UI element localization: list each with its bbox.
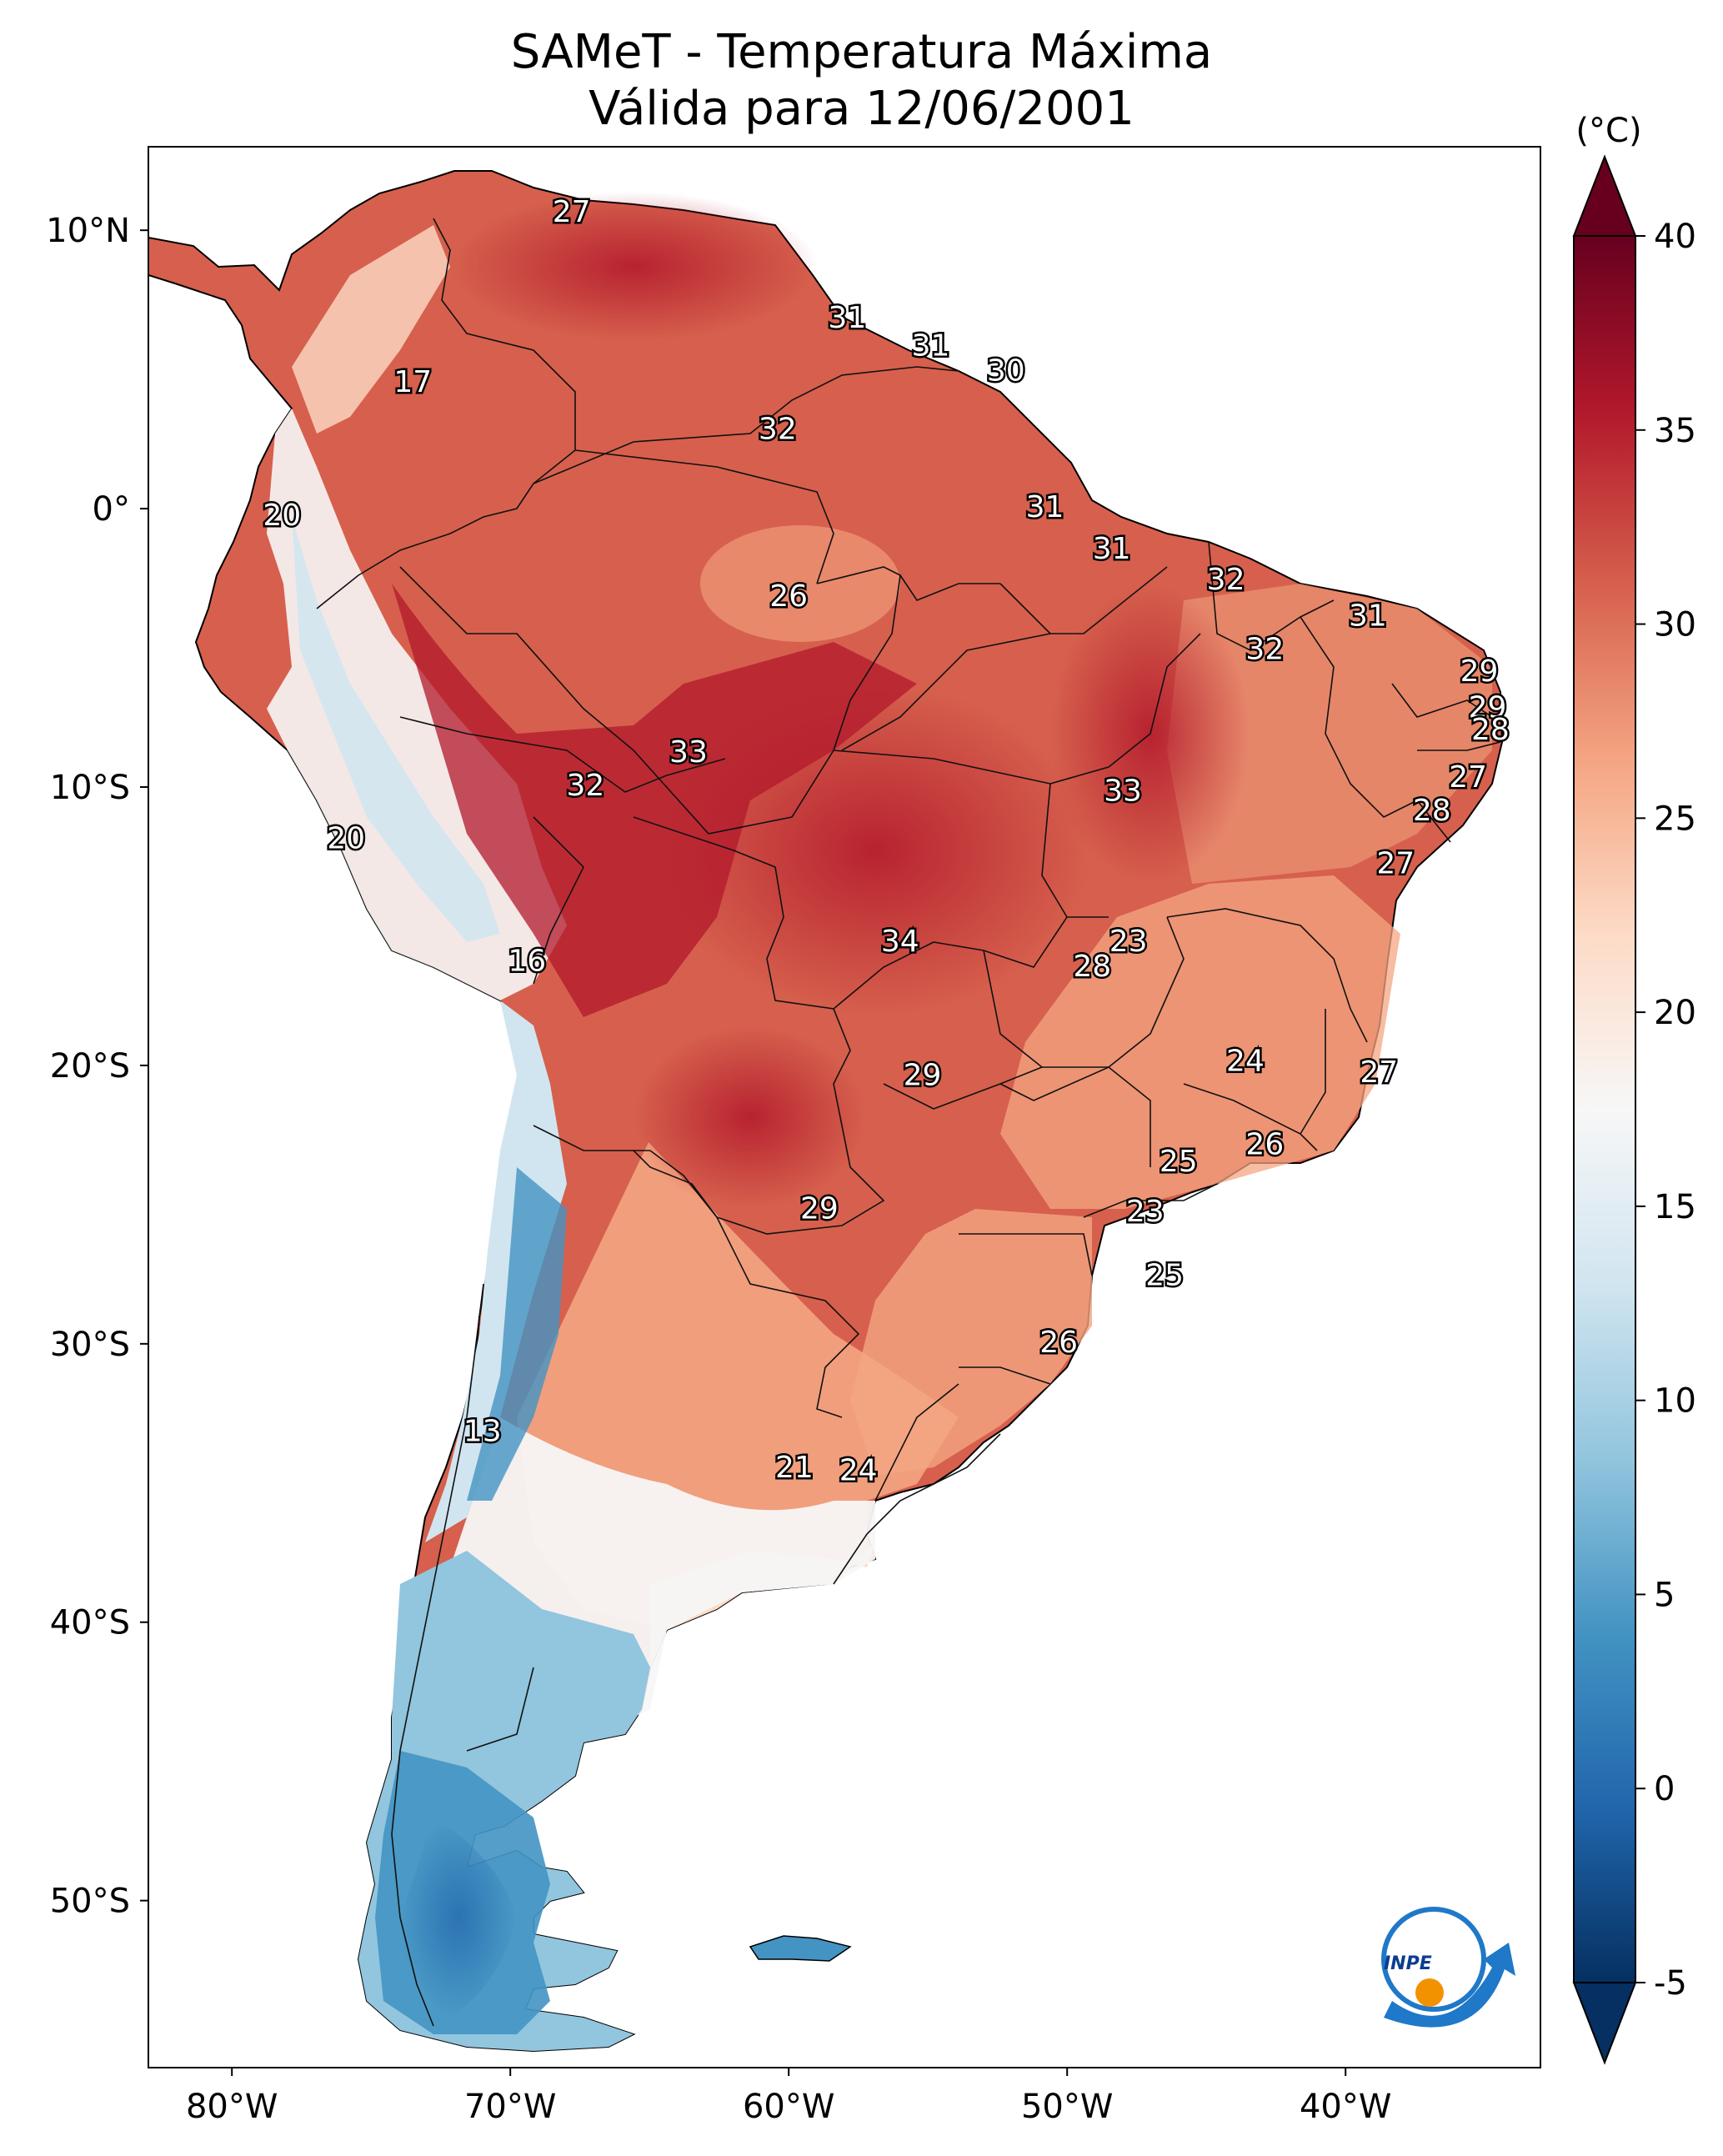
temperature-label: 17 xyxy=(393,365,432,399)
temperature-label: 27 xyxy=(1360,1055,1398,1090)
inpe-logo: INPE xyxy=(1381,1907,1515,2028)
temperature-label: 27 xyxy=(553,195,591,229)
colorbar-tick-label: 25 xyxy=(1654,800,1696,838)
temperature-label: 33 xyxy=(669,735,708,770)
temperature-label: 31 xyxy=(912,328,950,363)
temperature-label: 20 xyxy=(327,821,365,855)
colorbar-tick-label: 35 xyxy=(1654,412,1696,450)
lat-tick-label: 40°S xyxy=(50,1604,130,1642)
colorbar-ticks: 40 35 30 25 20 15 10 5 0 -5 xyxy=(1635,218,1696,2003)
falkland-islands xyxy=(749,1935,852,1962)
lat-tick-label: 10°N xyxy=(46,212,130,250)
lat-tick-label: 30°S xyxy=(50,1326,130,1364)
temperature-label: 30 xyxy=(987,353,1025,388)
temperature-label: 32 xyxy=(566,769,604,803)
lat-tick-label: 20°S xyxy=(50,1047,130,1086)
temperature-label: 21 xyxy=(775,1451,814,1485)
country-borders xyxy=(316,218,1501,2027)
temperature-label: 31 xyxy=(1349,599,1387,633)
temperature-label: 16 xyxy=(508,944,546,978)
temperature-label: 29 xyxy=(1469,691,1507,725)
colorbar-max-extension xyxy=(1572,154,1637,237)
temperature-label: 27 xyxy=(1449,760,1487,795)
temperature-label: 29 xyxy=(800,1192,839,1226)
lon-tick-label: 40°W xyxy=(1300,2088,1391,2126)
temperature-label: 31 xyxy=(1093,532,1131,566)
temperature-label: 31 xyxy=(828,301,866,335)
longitude-axis: 80°W 70°W 60°W 50°W 40°W xyxy=(186,2068,1391,2126)
temperature-label: 23 xyxy=(1126,1195,1165,1229)
colorbar-tick-label: 5 xyxy=(1654,1576,1675,1614)
colorbar-tick-label: 15 xyxy=(1654,1188,1696,1226)
temperature-label: 29 xyxy=(1460,654,1499,689)
colorbar-tick-label: 10 xyxy=(1654,1382,1696,1421)
colorbar-tick-label: -5 xyxy=(1654,1964,1687,2003)
temperature-label: 26 xyxy=(1039,1326,1078,1360)
colorbar-bar xyxy=(1573,235,1636,1983)
colorbar-tick-label: 0 xyxy=(1654,1770,1675,1808)
colorbar-tick-label: 30 xyxy=(1654,606,1696,644)
temperature-label: 34 xyxy=(881,925,919,959)
temperature-label: 25 xyxy=(1160,1145,1198,1179)
lat-tick-label: 10°S xyxy=(50,769,130,807)
lat-tick-label: 0° xyxy=(93,490,130,529)
lon-tick-label: 60°W xyxy=(743,2088,834,2126)
lon-tick-label: 70°W xyxy=(464,2088,556,2126)
temperature-label: 26 xyxy=(1245,1128,1284,1162)
temperature-label: 23 xyxy=(1109,925,1148,959)
lon-tick-label: 50°W xyxy=(1021,2088,1113,2126)
temperature-label: 20 xyxy=(263,499,301,533)
temperature-label: 28 xyxy=(1073,950,1111,984)
temperature-field xyxy=(267,192,1492,2051)
temperature-label: 28 xyxy=(1413,794,1451,828)
temperature-label: 31 xyxy=(1026,490,1064,524)
temperature-label: 24 xyxy=(1226,1045,1265,1079)
logo-sun-icon xyxy=(1415,1978,1444,2007)
logo-text: INPE xyxy=(1384,1953,1432,1974)
lat-tick-label: 50°S xyxy=(50,1883,130,1921)
colorbar-tick-label: 40 xyxy=(1654,218,1696,256)
logo-arrow-icon xyxy=(1384,1943,1515,2028)
map-frame xyxy=(148,146,1541,2068)
chart-subtitle: Válida para 12/06/2001 xyxy=(589,82,1134,136)
chart-title: SAMeT - Temperatura Máxima xyxy=(510,25,1213,79)
temperature-label: 32 xyxy=(1245,632,1284,666)
colorbar-min-extension xyxy=(1572,1982,1637,2065)
latitude-axis: 10°N 0° 10°S 20°S 30°S 40°S 50°S xyxy=(46,212,148,1921)
temperature-label: 25 xyxy=(1145,1259,1184,1293)
temperature-label: 33 xyxy=(1104,775,1142,809)
colorbar: (°C) 40 35 30 25 20 15 10 5 0 -5 xyxy=(1572,112,1696,2065)
temperature-label: 32 xyxy=(759,413,797,447)
colorbar-unit: (°C) xyxy=(1575,112,1641,150)
colorbar-tick-label: 20 xyxy=(1654,994,1696,1032)
temperature-label: 32 xyxy=(1207,563,1245,597)
temperature-label: 26 xyxy=(769,579,808,614)
temperature-label: 27 xyxy=(1376,846,1415,880)
temperature-label: 24 xyxy=(839,1453,878,1487)
temperature-label: 28 xyxy=(1471,713,1510,747)
lon-tick-label: 80°W xyxy=(186,2088,278,2126)
temperature-label: 13 xyxy=(463,1415,502,1449)
temperature-label: 29 xyxy=(904,1058,942,1092)
